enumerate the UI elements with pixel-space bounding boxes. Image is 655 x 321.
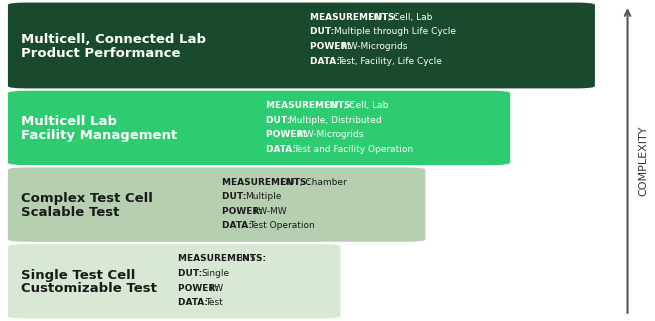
Text: POWER:: POWER:	[178, 283, 225, 292]
Text: Complex Test Cell: Complex Test Cell	[21, 192, 153, 205]
Text: POWER:: POWER:	[310, 42, 357, 51]
Text: kW: kW	[209, 283, 223, 292]
Text: Test Operation: Test Operation	[250, 221, 315, 230]
FancyBboxPatch shape	[8, 3, 595, 88]
Text: Multiple through Life Cycle: Multiple through Life Cycle	[333, 28, 455, 37]
Text: COMPLEXITY: COMPLEXITY	[639, 125, 649, 196]
Text: MW-Microgrids: MW-Microgrids	[297, 130, 364, 139]
Text: Test and Facility Operation: Test and Facility Operation	[293, 145, 413, 154]
Text: Multiple: Multiple	[246, 192, 282, 201]
Text: MEASUREMENTS:: MEASUREMENTS:	[310, 13, 404, 22]
Text: Scalable Test: Scalable Test	[21, 206, 119, 219]
Text: MW-Microgrids: MW-Microgrids	[341, 42, 407, 51]
Text: MEASUREMENTS:: MEASUREMENTS:	[266, 101, 360, 110]
FancyBboxPatch shape	[8, 91, 510, 165]
Text: MEASUREMENTS:: MEASUREMENTS:	[178, 255, 272, 264]
Text: BMS: BMS	[236, 255, 256, 264]
Text: Facility Management: Facility Management	[21, 129, 177, 142]
Text: DUT, Cell, Lab: DUT, Cell, Lab	[369, 13, 432, 22]
Text: Single: Single	[201, 269, 229, 278]
Text: DUT, Cell, Lab: DUT, Cell, Lab	[325, 101, 388, 110]
Text: POWER:: POWER:	[266, 130, 313, 139]
FancyBboxPatch shape	[8, 244, 341, 318]
Text: DUT:: DUT:	[178, 269, 208, 278]
Text: DUT:: DUT:	[222, 192, 252, 201]
Text: DUT:: DUT:	[266, 116, 297, 125]
Text: Test: Test	[205, 298, 223, 307]
Text: Multicell, Connected Lab: Multicell, Connected Lab	[21, 33, 206, 46]
Text: Customizable Test: Customizable Test	[21, 282, 157, 295]
Text: DUT, Chamber: DUT, Chamber	[280, 178, 346, 187]
Text: DATA:: DATA:	[222, 221, 258, 230]
Text: Single Test Cell: Single Test Cell	[21, 269, 136, 282]
Text: MEASUREMENTS:: MEASUREMENTS:	[222, 178, 316, 187]
Text: DATA:: DATA:	[178, 298, 214, 307]
Text: DUT:: DUT:	[310, 28, 341, 37]
Text: DATA:: DATA:	[310, 56, 346, 65]
Text: DATA:: DATA:	[266, 145, 302, 154]
Text: Product Performance: Product Performance	[21, 47, 181, 60]
Text: POWER:: POWER:	[222, 207, 269, 216]
Text: Test, Facility, Life Cycle: Test, Facility, Life Cycle	[337, 56, 442, 65]
Text: Multiple, Distributed: Multiple, Distributed	[290, 116, 382, 125]
Text: Multicell Lab: Multicell Lab	[21, 115, 117, 128]
FancyBboxPatch shape	[8, 167, 425, 242]
Text: kW-MW: kW-MW	[253, 207, 287, 216]
